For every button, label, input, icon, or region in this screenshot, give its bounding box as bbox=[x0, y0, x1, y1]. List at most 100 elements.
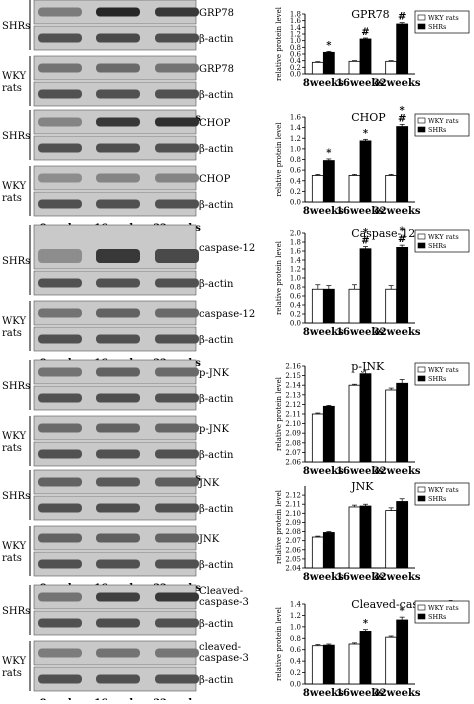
blot-band bbox=[38, 249, 82, 263]
bar bbox=[348, 175, 361, 203]
blot-row-label: CHOP bbox=[199, 118, 231, 129]
blot-band bbox=[155, 477, 199, 487]
legend-swatch bbox=[417, 604, 426, 611]
blot-band bbox=[38, 559, 82, 569]
blot-band bbox=[38, 533, 82, 543]
legend-swatch bbox=[417, 14, 426, 21]
legend-box bbox=[414, 362, 470, 386]
bar bbox=[396, 126, 409, 203]
bar bbox=[385, 389, 398, 463]
chart: 0.0 0.2 0.4 0.6 0.8 1.0 1.2 1.4 relative protein… bbox=[275, 598, 470, 699]
x-tick-label: 32weeks bbox=[373, 466, 421, 477]
y-tick-label: 0.0 bbox=[290, 320, 301, 328]
significance-mark: * bbox=[363, 228, 369, 239]
blot-band bbox=[38, 143, 82, 153]
blot-row-label: p-JNK bbox=[199, 424, 230, 435]
y-tick-label: 1.4 bbox=[290, 601, 302, 609]
y-tick-label: 1.4 bbox=[290, 124, 302, 132]
y-tick-label: 1.6 bbox=[290, 114, 302, 122]
blot-band bbox=[96, 618, 140, 628]
blot-band bbox=[38, 423, 82, 433]
chart: 2.04 2.052.062.072.082.092.102.112.12rela… bbox=[275, 480, 470, 583]
group-label: rats bbox=[2, 328, 22, 339]
chart-title: JNK bbox=[350, 480, 374, 493]
legend-label: WKY rats bbox=[428, 14, 459, 22]
blot-band bbox=[96, 33, 140, 43]
y-tick-label: 0.2 bbox=[290, 669, 301, 677]
bar bbox=[348, 60, 361, 75]
y-tick-label: 1.0 bbox=[290, 37, 301, 45]
x-tick-label: 8weeks bbox=[303, 466, 344, 477]
bar bbox=[322, 51, 335, 75]
blot-band bbox=[38, 367, 82, 377]
y-tick-label: 2.10 bbox=[285, 420, 301, 428]
y-tick-label: 2.04 bbox=[285, 565, 301, 573]
chart-title: p-JNK bbox=[351, 360, 385, 373]
blot-band bbox=[96, 592, 140, 602]
blot-band bbox=[155, 592, 199, 602]
y-tick-label: 1.2 bbox=[290, 31, 301, 39]
y-tick-label: 2.16 bbox=[285, 363, 301, 371]
bar bbox=[385, 288, 398, 324]
blot-row-label: caspase-3 bbox=[199, 597, 249, 608]
blot-row-label: JNK bbox=[198, 534, 220, 545]
blot-row-label: β-actin bbox=[199, 619, 234, 630]
y-tick-label: 0.4 bbox=[290, 57, 302, 65]
bar bbox=[322, 532, 335, 569]
bar bbox=[359, 38, 372, 75]
legend-swatch bbox=[417, 375, 426, 382]
y-tick-label: 0.4 bbox=[290, 658, 302, 666]
significance-mark: # bbox=[361, 236, 369, 247]
blot-band bbox=[38, 503, 82, 513]
blot-block: Cleaved-caspase-3 β-actin SHRs cleaved-casp… bbox=[2, 584, 249, 704]
blot-band bbox=[38, 334, 82, 344]
x-tick-label: 16weeks bbox=[336, 466, 384, 477]
blot-block: JNKβ-actinSHRsJNKβ-actinWKYrats8weeks16w… bbox=[2, 469, 234, 594]
blot-band bbox=[38, 592, 82, 602]
bar bbox=[311, 288, 324, 324]
blot-band bbox=[38, 674, 82, 684]
significance-mark: # bbox=[361, 27, 369, 38]
blot-band bbox=[96, 449, 140, 459]
bar bbox=[348, 506, 361, 569]
blot-band bbox=[96, 89, 140, 99]
y-tick-label: 2.12 bbox=[285, 401, 301, 409]
bar bbox=[322, 405, 335, 463]
bar bbox=[311, 645, 324, 685]
legend-swatch bbox=[417, 495, 426, 502]
bar bbox=[348, 384, 361, 463]
y-tick-label: 2.15 bbox=[285, 372, 301, 380]
legend-swatch bbox=[417, 242, 426, 249]
blot-band bbox=[96, 503, 140, 513]
blot-band bbox=[96, 199, 140, 209]
y-tick-label: 0.2 bbox=[290, 188, 301, 196]
bar bbox=[359, 373, 372, 463]
group-label: WKY bbox=[2, 431, 26, 442]
blot-band bbox=[38, 199, 82, 209]
blot-band bbox=[38, 63, 82, 73]
blot-band bbox=[38, 308, 82, 318]
y-tick-label: 1.8 bbox=[290, 239, 301, 247]
x-tick-label: 16weeks bbox=[336, 206, 384, 217]
group-label: WKY bbox=[2, 316, 26, 327]
blot-row-label: caspase-12 bbox=[199, 309, 255, 320]
y-tick-label: 2.09 bbox=[285, 430, 301, 438]
blot-row-label: caspase-12 bbox=[199, 243, 255, 254]
y-tick-label: 1.2 bbox=[290, 266, 301, 274]
group-label: SHRs bbox=[2, 256, 30, 267]
y-tick-label: 0.8 bbox=[290, 44, 301, 52]
chart: 0.00.20.40.60.81.01.21.41.61.8 relative p… bbox=[275, 6, 470, 89]
blot-row-label: β-actin bbox=[199, 279, 234, 290]
y-tick-label: 0.0 bbox=[290, 681, 301, 689]
y-tick-label: 2.10 bbox=[285, 510, 301, 518]
blot-band bbox=[155, 7, 199, 17]
y-tick-label: 1.4 bbox=[290, 257, 302, 265]
blot-band bbox=[38, 89, 82, 99]
y-tick-label: 2.11 bbox=[285, 501, 301, 509]
blot-band bbox=[38, 7, 82, 17]
x-tick-label: 8weeks bbox=[303, 572, 344, 583]
blot-band bbox=[38, 117, 82, 127]
legend-label: WKY rats bbox=[428, 117, 459, 125]
x-tick-label: 32weeks bbox=[373, 327, 421, 338]
bar bbox=[322, 288, 335, 324]
